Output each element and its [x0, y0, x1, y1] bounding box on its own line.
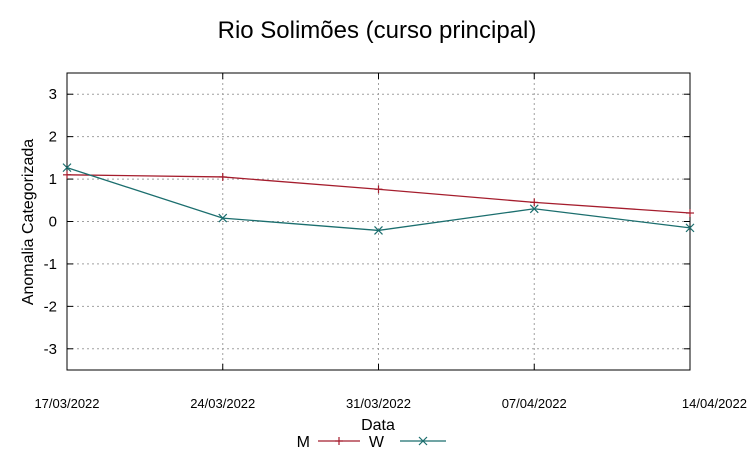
data-point: [685, 223, 695, 233]
y-axis: 3 2 1 0 -1 -2 -3: [44, 86, 690, 358]
data-point: [374, 225, 383, 235]
legend-label: M: [297, 434, 310, 451]
y-tick-label: -2: [44, 298, 57, 315]
y-tick-label: -3: [44, 341, 57, 358]
legend-item-W: W: [369, 434, 446, 451]
x-tick-label: 17/03/2022: [34, 396, 99, 411]
x-tick-label: 14/04/2022: [682, 396, 747, 411]
legend-label: W: [369, 434, 385, 451]
x-tick-label: 24/03/2022: [190, 396, 255, 411]
data-point: [529, 204, 539, 214]
x-axis-label: Data: [361, 417, 395, 434]
y-tick-label: -1: [44, 256, 57, 273]
data-point: [218, 172, 227, 181]
data-point: [530, 198, 539, 207]
y-tick-label: 0: [49, 214, 57, 231]
data-point: [374, 185, 383, 194]
legend-item-M: M: [297, 434, 360, 451]
data-point: [418, 436, 428, 446]
y-tick-label: 2: [49, 129, 57, 146]
x-axis: 17/03/2022 24/03/2022 31/03/2022 07/04/2022…: [34, 73, 747, 411]
data-point: [335, 437, 343, 445]
series: [62, 163, 695, 235]
x-tick-label: 31/03/2022: [346, 396, 411, 411]
data-point: [63, 170, 71, 179]
grid: [67, 73, 690, 370]
data-point: [686, 209, 694, 218]
chart-title: Rio Solimões (curso principal): [218, 17, 537, 44]
y-axis-label: Anomalia Categorizada: [20, 139, 37, 305]
data-point: [218, 213, 228, 223]
y-tick-label: 3: [49, 86, 57, 103]
x-tick-label: 07/04/2022: [502, 396, 567, 411]
y-tick-label: 1: [49, 171, 57, 188]
data-point: [62, 163, 72, 173]
